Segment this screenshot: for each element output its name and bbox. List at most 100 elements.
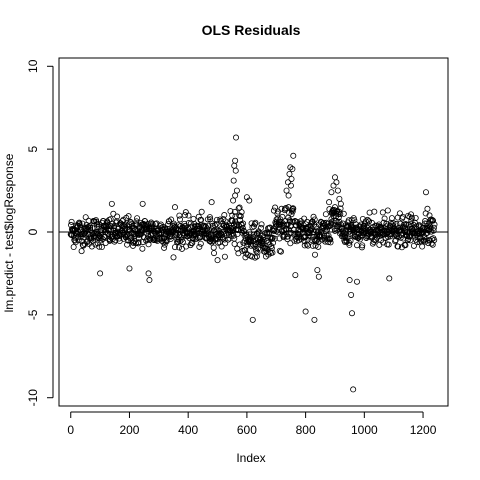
y-tick-label: 5 (26, 145, 40, 152)
data-point (145, 270, 152, 277)
data-point (286, 170, 293, 177)
data-point (190, 215, 197, 222)
data-point (79, 220, 86, 227)
data-point (348, 291, 355, 298)
data-point (402, 242, 409, 249)
data-point (431, 221, 438, 228)
data-point (424, 205, 431, 212)
data-point (153, 236, 160, 243)
data-point (312, 251, 319, 258)
data-point (253, 253, 260, 260)
data-point (80, 242, 87, 249)
data-point (278, 205, 285, 212)
data-point (127, 219, 134, 226)
data-point (134, 215, 141, 222)
data-point (405, 212, 412, 219)
data-point (133, 218, 140, 225)
data-point (78, 248, 85, 255)
data-point (231, 240, 238, 247)
data-point (348, 216, 355, 223)
data-point (231, 162, 238, 169)
data-point (379, 209, 386, 216)
data-point (346, 239, 353, 246)
data-point (426, 212, 433, 219)
data-point (231, 208, 238, 215)
data-point (270, 207, 277, 214)
data-point (396, 210, 403, 217)
data-point (284, 233, 291, 240)
data-point (246, 229, 253, 236)
data-point (384, 207, 391, 214)
data-point (271, 235, 278, 242)
data-point (331, 174, 338, 181)
data-point (362, 218, 369, 225)
data-point (311, 316, 318, 323)
data-point (230, 177, 237, 184)
data-point (330, 182, 337, 189)
x-axis-label: Index (236, 451, 265, 465)
data-point (310, 213, 317, 220)
data-point (356, 236, 363, 243)
data-point (322, 228, 329, 235)
data-point (170, 254, 177, 261)
data-point (158, 229, 165, 236)
data-point (307, 233, 314, 240)
data-point (249, 241, 256, 248)
data-point (132, 240, 139, 247)
data-point (279, 213, 286, 220)
data-point (176, 212, 183, 219)
x-tick-label: 0 (67, 423, 74, 437)
data-point (108, 200, 115, 207)
data-point (179, 238, 186, 245)
data-point (272, 204, 279, 211)
data-point (335, 214, 342, 221)
data-point (196, 243, 203, 250)
data-point (229, 212, 236, 219)
data-point (135, 239, 142, 246)
data-point (117, 231, 124, 238)
data-point (288, 175, 295, 182)
data-point (332, 217, 339, 224)
data-point (277, 248, 284, 255)
data-point (430, 217, 437, 224)
data-point (292, 272, 299, 279)
data-points (67, 134, 438, 393)
data-point (213, 216, 220, 223)
data-point (295, 231, 302, 238)
data-point (314, 267, 321, 274)
data-point (232, 167, 239, 174)
y-tick-label: 0 (26, 228, 40, 235)
data-point (139, 245, 146, 252)
data-point (340, 210, 347, 217)
x-tick-label: 1200 (410, 423, 437, 437)
data-point (395, 243, 402, 250)
data-point (348, 310, 355, 317)
data-point (70, 244, 77, 251)
data-point (333, 179, 340, 186)
y-axis: -10 -5 0 5 10 (26, 59, 54, 406)
data-point (230, 197, 237, 204)
data-point (304, 236, 311, 243)
data-point (97, 270, 104, 277)
data-point (360, 229, 367, 236)
data-point (237, 216, 244, 223)
data-point (211, 250, 218, 257)
data-point (325, 232, 332, 239)
data-point (250, 234, 257, 241)
data-point (125, 213, 132, 220)
data-point (407, 237, 414, 244)
data-point (337, 211, 344, 218)
data-point (249, 316, 256, 323)
data-point (386, 275, 393, 282)
data-point (225, 236, 232, 243)
data-point (331, 204, 338, 211)
data-point (412, 214, 419, 221)
data-point (149, 221, 156, 228)
data-point (252, 240, 259, 247)
data-point (176, 216, 183, 223)
data-point (366, 209, 373, 216)
data-point (319, 220, 326, 227)
data-point (289, 166, 296, 173)
data-point (88, 243, 95, 250)
data-point (126, 265, 133, 272)
